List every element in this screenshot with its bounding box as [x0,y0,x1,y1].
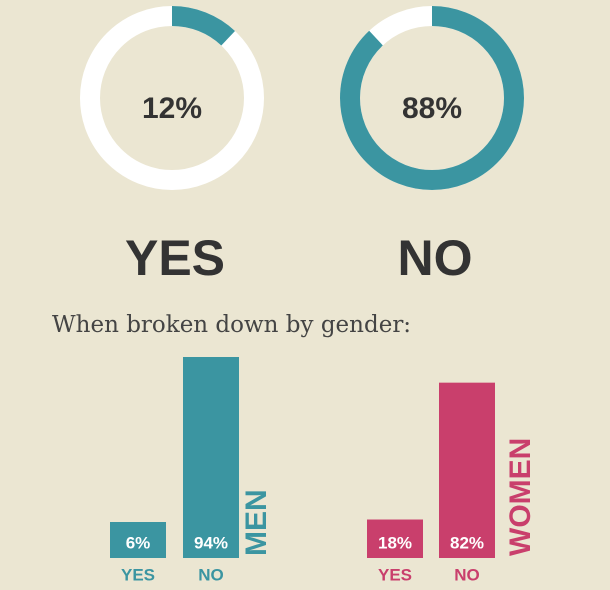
series-label: MEN [240,489,273,556]
bar [183,357,239,558]
bar-category-label: NO [454,565,480,584]
bar [439,382,495,558]
bar [110,522,166,558]
donut-value-label: 12% [142,92,202,125]
donut-category-label: NO [398,230,473,286]
bar-value-label: 6% [126,533,151,552]
bar-value-label: 82% [450,533,484,552]
bar [367,519,423,558]
donut-category-label: YES [125,230,225,286]
series-label: WOMEN [504,438,537,556]
bar-category-label: YES [378,565,412,584]
donut-arc [340,6,524,190]
bar-value-label: 94% [194,533,228,552]
bar-value-label: 18% [378,533,412,552]
bar-category-label: YES [121,565,155,584]
donut-value-label: 88% [402,92,462,125]
section-title: When broken down by gender: [52,312,411,338]
bar-category-label: NO [198,565,224,584]
donut-arc [80,6,264,190]
